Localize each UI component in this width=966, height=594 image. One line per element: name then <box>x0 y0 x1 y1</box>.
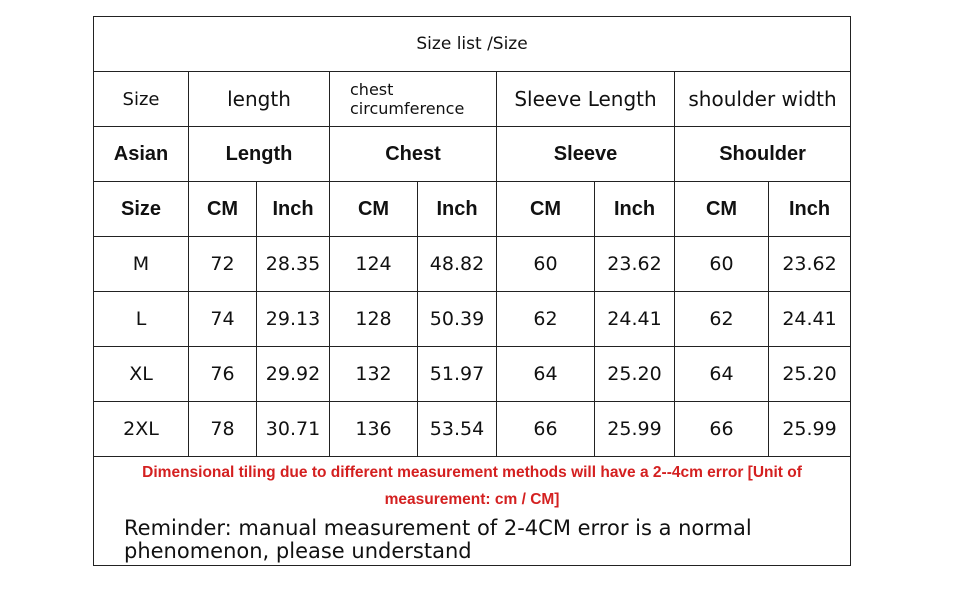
value-cell: 29.13 <box>256 291 330 347</box>
unit-cell: Size <box>93 181 189 237</box>
value-cell: 53.54 <box>417 401 497 457</box>
value-cell: 51.97 <box>417 346 497 402</box>
unit-cell: Inch <box>256 181 330 237</box>
table-row: 2XL 78 30.71 136 53.54 66 25.99 66 25.99 <box>93 401 852 457</box>
label-size: Size <box>93 71 189 127</box>
unit-cell: CM <box>329 181 418 237</box>
label-row: Size length chest circumference Sleeve L… <box>93 71 852 127</box>
table-title: Size list /Size <box>92 16 852 72</box>
value-cell: 76 <box>188 346 257 402</box>
table-row: M 72 28.35 124 48.82 60 23.62 60 23.62 <box>93 236 852 292</box>
value-cell: 24.41 <box>767 291 852 347</box>
size-chart-table: Size list /Size Size length chest circum… <box>92 16 852 566</box>
label-shoulder: shoulder width <box>673 71 852 127</box>
size-cell: M <box>93 236 189 292</box>
value-cell: 72 <box>188 236 257 292</box>
unit-cell: Inch <box>767 181 852 237</box>
size-cell: 2XL <box>93 401 189 457</box>
group-asian: Asian <box>93 126 189 182</box>
value-cell: 128 <box>329 291 418 347</box>
value-cell: 25.99 <box>594 401 675 457</box>
reminder-text: Reminder: manual measurement of 2-4CM er… <box>124 516 752 563</box>
table-row: XL 76 29.92 132 51.97 64 25.20 64 25.20 <box>93 346 852 402</box>
value-cell: 62 <box>674 291 769 347</box>
label-sleeve: Sleeve Length <box>496 71 675 127</box>
value-cell: 50.39 <box>417 291 497 347</box>
value-cell: 48.82 <box>417 236 497 292</box>
group-length: Length <box>188 126 330 182</box>
value-cell: 23.62 <box>594 236 675 292</box>
value-cell: 28.35 <box>256 236 330 292</box>
unit-cell: CM <box>496 181 595 237</box>
value-cell: 66 <box>674 401 769 457</box>
size-cell: L <box>93 291 189 347</box>
value-cell: 64 <box>674 346 769 402</box>
value-cell: 132 <box>329 346 418 402</box>
value-cell: 60 <box>496 236 595 292</box>
value-cell: 24.41 <box>594 291 675 347</box>
value-cell: 25.20 <box>767 346 852 402</box>
unit-cell: CM <box>188 181 257 237</box>
value-cell: 66 <box>496 401 595 457</box>
value-cell: 29.92 <box>256 346 330 402</box>
table-row: L 74 29.13 128 50.39 62 24.41 62 24.41 <box>93 291 852 347</box>
value-cell: 64 <box>496 346 595 402</box>
value-cell: 23.62 <box>767 236 852 292</box>
label-chest: chest circumference <box>329 71 497 127</box>
value-cell: 62 <box>496 291 595 347</box>
value-cell: 25.20 <box>594 346 675 402</box>
unit-cell: Inch <box>594 181 675 237</box>
value-cell: 25.99 <box>767 401 852 457</box>
group-row: Asian Length Chest Sleeve Shoulder <box>93 126 852 182</box>
label-length: length <box>188 71 330 127</box>
value-cell: 78 <box>188 401 257 457</box>
value-cell: 74 <box>188 291 257 347</box>
group-sleeve: Sleeve <box>496 126 675 182</box>
unit-cell: CM <box>674 181 769 237</box>
group-chest: Chest <box>329 126 497 182</box>
value-cell: 60 <box>674 236 769 292</box>
unit-cell: Inch <box>417 181 497 237</box>
group-shoulder: Shoulder <box>673 126 852 182</box>
value-cell: 136 <box>329 401 418 457</box>
unit-row: Size CM Inch CM Inch CM Inch CM Inch <box>93 181 852 237</box>
value-cell: 30.71 <box>256 401 330 457</box>
value-cell: 124 <box>329 236 418 292</box>
error-warning: Dimensional tiling due to different meas… <box>142 464 802 508</box>
size-cell: XL <box>93 346 189 402</box>
notes-cell: Dimensional tiling due to different meas… <box>92 456 852 566</box>
